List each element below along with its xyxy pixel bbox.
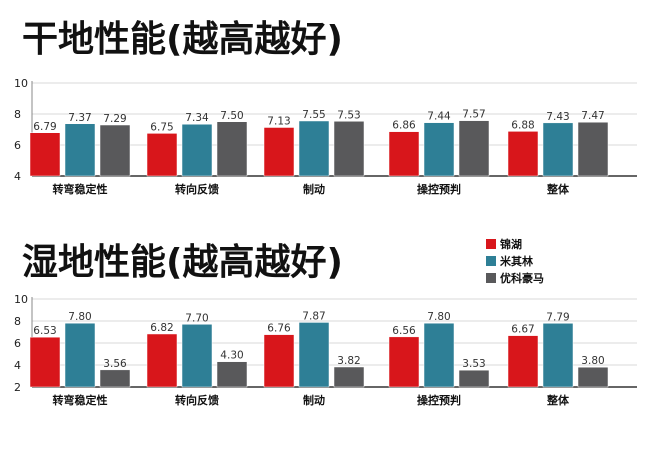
wet-value-label-s0-c0: 6.53 (33, 325, 56, 337)
wet-bar-s2-c0 (99, 369, 131, 388)
wet-value-label-s2-c2: 3.82 (337, 355, 360, 367)
wet-value-label-s0-c3: 6.56 (392, 325, 416, 337)
dry-value-label-s2-c4: 7.47 (581, 110, 604, 122)
dry-bar-s0-c2 (263, 127, 295, 177)
wet-value-label-s1-c3: 7.80 (427, 311, 450, 323)
dry-bar-s1-c3 (423, 122, 455, 177)
wet-ytick-label-0: 2 (14, 381, 21, 394)
wet-value-label-s0-c1: 6.82 (150, 322, 173, 334)
dry-ytick-label-3: 10 (14, 77, 28, 90)
dry-bar-s0-c4 (507, 131, 539, 177)
dry-category-label-4: 整体 (546, 182, 570, 196)
wet-category-label-0: 转弯稳定性 (53, 393, 108, 407)
dry-value-label-s0-c0: 6.79 (33, 121, 56, 133)
wet-value-label-s0-c2: 6.76 (267, 323, 291, 335)
wet-bar-s0-c2 (263, 334, 295, 388)
dry-bar-s0-c0 (29, 132, 61, 177)
wet-bar-s2-c3 (458, 369, 490, 388)
dry-bar-s1-c2 (298, 120, 330, 177)
dry-bar-s0-c3 (388, 131, 420, 177)
dry-value-label-s2-c3: 7.57 (462, 109, 485, 121)
wet-bar-s0-c4 (507, 335, 539, 388)
dry-value-label-s1-c1: 7.34 (185, 112, 209, 124)
dry-category-label-1: 转向反馈 (175, 182, 219, 196)
dry-value-label-s0-c2: 7.13 (267, 115, 290, 127)
dry-ytick-label-1: 6 (14, 139, 21, 152)
legend-label-jinhu: 锦湖 (500, 237, 522, 251)
wet-value-label-s2-c0: 3.56 (103, 358, 127, 370)
wet-ytick-label-4: 10 (14, 293, 28, 306)
legend-label-michelin: 米其林 (500, 254, 533, 268)
wet-bar-s2-c2 (333, 366, 365, 388)
dry-value-label-s1-c4: 7.43 (546, 111, 569, 123)
wet-category-label-1: 转向反馈 (175, 393, 219, 407)
dry-value-label-s2-c1: 7.50 (220, 110, 243, 122)
wet-value-label-s1-c4: 7.79 (546, 311, 569, 323)
wet-category-label-2: 制动 (303, 393, 325, 407)
dry-value-label-s0-c4: 6.88 (511, 119, 534, 131)
wet-value-label-s1-c0: 7.80 (68, 311, 91, 323)
wet-value-label-s2-c1: 4.30 (220, 350, 243, 362)
legend-swatch-jinhu (486, 238, 496, 249)
dry-category-label-3: 操控预判 (417, 182, 461, 196)
legend-item-yokohama: 优科豪马 (486, 269, 544, 286)
dry-bar-s2-c4 (577, 121, 609, 177)
wet-bar-s0-c3 (388, 336, 420, 388)
wet-bar-s1-c0 (64, 322, 96, 388)
dry-bar-s1-c1 (181, 123, 213, 177)
wet-ytick-label-1: 4 (14, 359, 21, 372)
dry-value-label-s0-c3: 6.86 (392, 120, 416, 132)
wet-category-label-3: 操控预判 (417, 393, 461, 407)
wet-value-label-s1-c1: 7.70 (185, 312, 208, 324)
wet-value-label-s2-c3: 3.53 (462, 358, 485, 370)
wet-value-label-s2-c4: 3.80 (581, 355, 604, 367)
wet-value-label-s0-c4: 6.67 (511, 324, 534, 336)
dry-value-label-s1-c2: 7.55 (302, 109, 325, 121)
dry-bar-s2-c0 (99, 124, 131, 177)
dry-bar-s2-c2 (333, 121, 365, 177)
wet-bar-s1-c3 (423, 322, 455, 388)
wet-bar-s1-c4 (542, 323, 574, 388)
wet-bar-s1-c1 (181, 324, 213, 388)
legend: 锦湖 米其林 优科豪马 (486, 235, 544, 286)
dry-bar-s1-c0 (64, 123, 96, 177)
wet-bar-s2-c1 (216, 361, 248, 388)
dry-chart-title: 干地性能(越高越好) (22, 19, 343, 60)
wet-bar-s0-c0 (29, 336, 61, 388)
wet-bar-s2-c4 (577, 366, 609, 388)
dry-category-label-2: 制动 (303, 182, 325, 196)
dry-bar-s0-c1 (146, 133, 178, 177)
dry-ytick-label-2: 8 (14, 108, 21, 121)
dry-bar-s2-c3 (458, 120, 490, 177)
dry-bar-s1-c4 (542, 122, 574, 177)
legend-item-jinhu: 锦湖 (486, 235, 544, 252)
dry-ytick-label-0: 4 (14, 170, 21, 183)
wet-category-label-4: 整体 (546, 393, 570, 407)
wet-chart-title: 湿地性能(越高越好) (22, 242, 343, 283)
dry-value-label-s2-c2: 7.53 (337, 109, 360, 121)
wet-bar-s1-c2 (298, 322, 330, 388)
wet-ytick-label-3: 8 (14, 315, 21, 328)
dry-category-label-0: 转弯稳定性 (53, 182, 108, 196)
wet-value-label-s1-c2: 7.87 (302, 310, 325, 322)
wet-bar-s0-c1 (146, 333, 178, 388)
dry-value-label-s0-c1: 6.75 (150, 121, 173, 133)
legend-item-michelin: 米其林 (486, 252, 544, 269)
legend-label-yokohama: 优科豪马 (500, 271, 544, 285)
dry-value-label-s1-c3: 7.44 (427, 111, 451, 123)
dry-value-label-s1-c0: 7.37 (68, 112, 91, 124)
wet-ytick-label-2: 6 (14, 337, 21, 350)
legend-swatch-michelin (486, 255, 496, 266)
dry-bar-s2-c1 (216, 121, 248, 177)
dry-value-label-s2-c0: 7.29 (103, 113, 126, 125)
legend-swatch-yokohama (486, 272, 496, 283)
